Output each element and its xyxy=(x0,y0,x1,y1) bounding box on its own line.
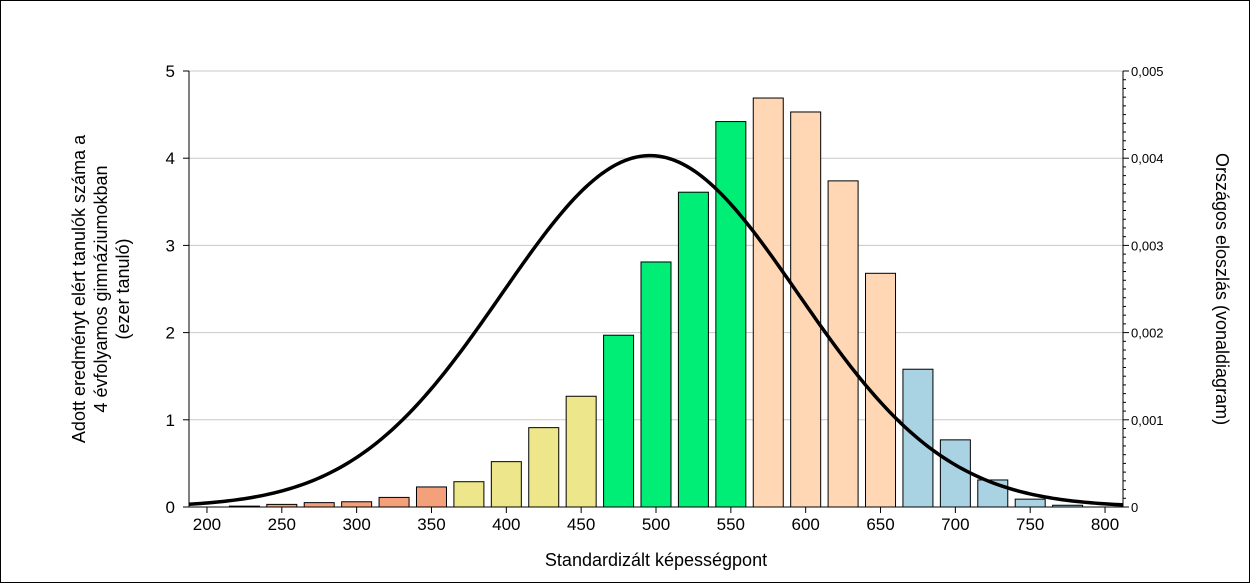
axes xyxy=(183,70,1129,513)
bar xyxy=(939,439,971,508)
y-axis-title-line-3: (ezer tanuló) xyxy=(113,238,133,339)
x-tick-label: 750 xyxy=(1016,515,1044,534)
y-tick-label: 3 xyxy=(166,236,175,255)
y2-tick-label: 0,004 xyxy=(1131,151,1164,166)
x-tick-label: 600 xyxy=(791,515,819,534)
y2-axis-title: Országos eloszlás (vonaldiagram) xyxy=(1212,153,1232,425)
x-axis-title: Standardizált képességpont xyxy=(545,550,767,570)
bar xyxy=(977,479,1009,508)
y-axis-title-line-1: Adott eredményt elért tanulók száma a xyxy=(69,134,89,443)
x-tick-label: 500 xyxy=(642,515,670,534)
bar xyxy=(490,461,522,508)
distribution-curve xyxy=(188,153,1124,507)
y2-tick-label: 0,002 xyxy=(1131,326,1164,341)
bar xyxy=(378,496,410,508)
y-axis-title: Adott eredményt elért tanulók száma a 4 … xyxy=(69,134,133,443)
y-tick-label: 5 xyxy=(166,62,175,81)
bars xyxy=(228,97,1084,508)
bar xyxy=(528,427,560,508)
bar xyxy=(415,486,447,508)
x-tick-label: 250 xyxy=(268,515,296,534)
y-tick-label: 4 xyxy=(166,149,175,168)
bar xyxy=(341,501,373,508)
x-tick-label: 650 xyxy=(866,515,894,534)
y2-tick-label: 0,005 xyxy=(1131,64,1164,79)
x-tick-label: 700 xyxy=(941,515,969,534)
y2-tick-label: 0,003 xyxy=(1131,238,1164,253)
y2-tick-label: 0,001 xyxy=(1131,413,1164,428)
x-tick-label: 550 xyxy=(717,515,745,534)
y-tick-label: 1 xyxy=(166,411,175,430)
bar xyxy=(640,261,672,508)
y2-tick-label: 0 xyxy=(1131,500,1138,515)
distribution-line xyxy=(188,153,1124,507)
y-tick-label: 0 xyxy=(166,498,175,517)
bar xyxy=(752,97,784,508)
y-tick-label: 2 xyxy=(166,324,175,343)
x-tick-label: 200 xyxy=(193,515,221,534)
bar xyxy=(715,121,747,508)
bar xyxy=(790,111,822,508)
bar xyxy=(303,502,335,508)
x-tick-label: 450 xyxy=(567,515,595,534)
x-tick-label: 300 xyxy=(342,515,370,534)
x-tick-label: 400 xyxy=(492,515,520,534)
bar xyxy=(565,395,597,508)
bar xyxy=(603,334,635,508)
x-tick-label: 350 xyxy=(417,515,445,534)
x-tick-label: 800 xyxy=(1091,515,1119,534)
y-axis-title-line-2: 4 évfolyamos gimnáziumokban xyxy=(91,165,111,412)
bar xyxy=(453,481,485,508)
bar xyxy=(1014,498,1046,508)
gridlines xyxy=(189,70,1123,421)
bar xyxy=(677,191,709,508)
